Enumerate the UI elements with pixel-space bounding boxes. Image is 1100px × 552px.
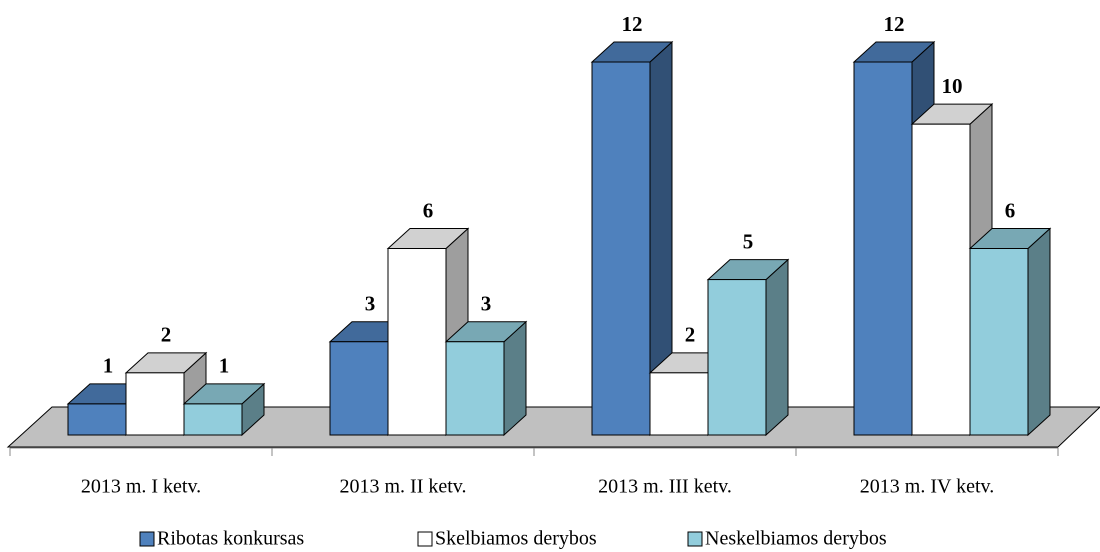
value-label: 12: [884, 12, 905, 36]
legend-swatch: [139, 531, 155, 547]
x-tick-label: 2013 m. II ketv.: [339, 476, 466, 498]
x-tick-label: 2013 m. I ketv.: [81, 476, 201, 498]
value-label: 2: [685, 323, 696, 347]
value-label: 6: [1005, 198, 1016, 222]
bar: [911, 123, 971, 436]
x-tick-label: 2013 m. III ketv.: [598, 476, 732, 498]
value-label: 3: [481, 292, 492, 316]
value-label: 1: [219, 354, 230, 378]
value-label: 2: [161, 323, 172, 347]
bar: [591, 61, 651, 436]
value-label: 1: [103, 354, 114, 378]
bar: [853, 61, 913, 436]
bar: [67, 403, 127, 436]
legend-label: Ribotas konkursas: [157, 528, 304, 550]
legend-label: Neskelbiamos derybos: [705, 528, 887, 550]
value-label: 3: [365, 292, 376, 316]
value-label: 6: [423, 198, 434, 222]
bar: [707, 279, 767, 436]
legend-swatch: [417, 531, 433, 547]
bar: [649, 372, 709, 436]
bar-side: [765, 258, 789, 437]
x-tick-label: 2013 m. IV ketv.: [860, 476, 994, 498]
bar: [125, 372, 185, 436]
value-label: 5: [743, 229, 754, 253]
value-label: 10: [942, 74, 963, 98]
legend-swatch: [687, 531, 703, 547]
bar: [387, 248, 447, 436]
bar: [445, 341, 505, 436]
floor: [6, 406, 1100, 448]
bar-side: [1027, 227, 1051, 437]
bar: [969, 248, 1029, 436]
bar: [183, 403, 243, 436]
legend-label: Skelbiamos derybos: [435, 528, 597, 550]
value-label: 12: [622, 12, 643, 36]
bar: [329, 341, 389, 436]
